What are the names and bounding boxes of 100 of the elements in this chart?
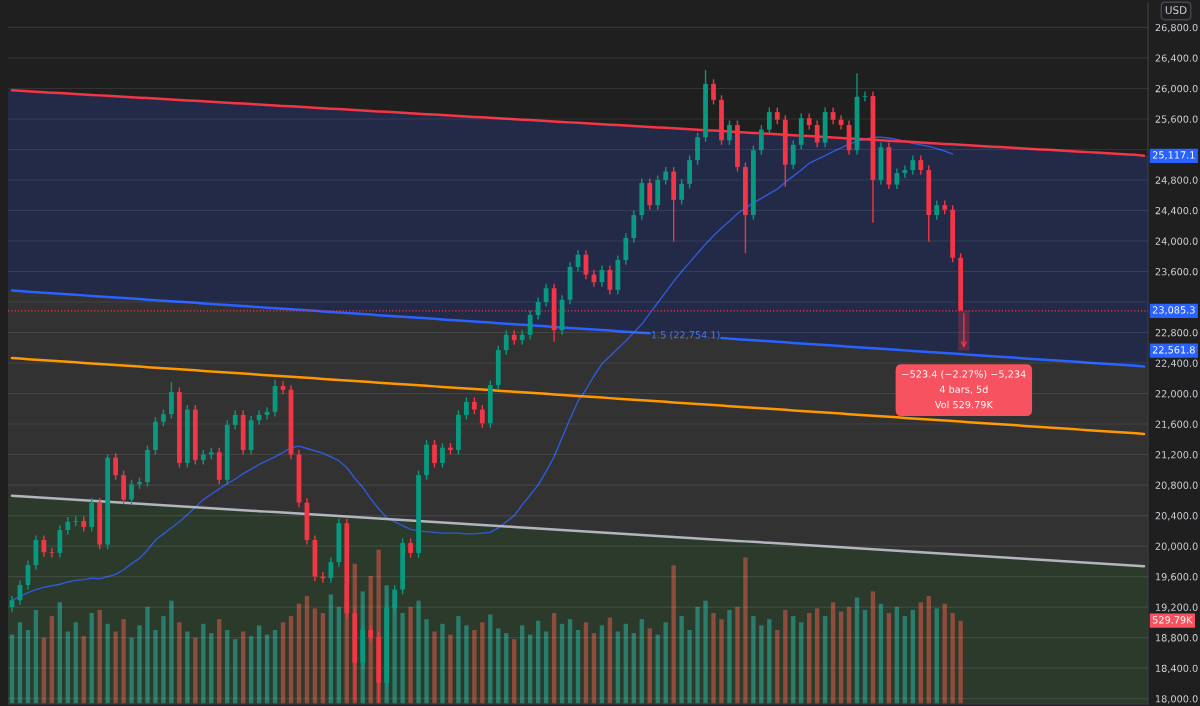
bar bbox=[137, 625, 142, 704]
bar bbox=[631, 633, 636, 704]
y-tick-label: 24,800.0 bbox=[1155, 176, 1198, 185]
text: 22,561.8 bbox=[1152, 346, 1195, 355]
bar bbox=[711, 613, 716, 704]
y-tick-label: 22,000.0 bbox=[1155, 390, 1198, 399]
bar bbox=[575, 629, 581, 704]
candlestick bbox=[918, 154, 924, 176]
bar bbox=[775, 629, 780, 704]
bar bbox=[121, 619, 126, 704]
bar bbox=[607, 617, 613, 704]
bar bbox=[886, 613, 892, 704]
bar bbox=[25, 629, 31, 704]
candlestick bbox=[392, 584, 398, 614]
annotation: 1.5 (22,754.1) bbox=[651, 330, 720, 340]
bar bbox=[448, 634, 453, 704]
bar bbox=[400, 613, 405, 704]
y-tick-label: 20,000.0 bbox=[1155, 542, 1198, 551]
y-tick-label: 25,600.0 bbox=[1155, 115, 1198, 124]
bar bbox=[599, 625, 605, 704]
bar bbox=[830, 602, 836, 704]
candlestick bbox=[727, 119, 732, 146]
y-tick-label: 23,600.0 bbox=[1155, 267, 1198, 277]
ref-line-label: 23,085.3 bbox=[1152, 306, 1195, 315]
bar bbox=[583, 622, 589, 704]
bar bbox=[535, 620, 541, 704]
bar bbox=[719, 619, 724, 704]
candlestick bbox=[256, 409, 262, 426]
bar bbox=[934, 608, 939, 704]
candlestick bbox=[687, 154, 692, 190]
candlestick bbox=[766, 106, 772, 135]
bar bbox=[105, 623, 110, 704]
y-tick-label: 20,800.0 bbox=[1155, 481, 1198, 490]
bar bbox=[320, 613, 326, 704]
bar bbox=[185, 631, 190, 704]
bar bbox=[703, 600, 708, 704]
bar bbox=[751, 616, 756, 704]
y-tick-label: 24,000.0 bbox=[1155, 237, 1198, 246]
bar bbox=[862, 609, 868, 704]
y-tick-label: 18,400.0 bbox=[1156, 664, 1198, 673]
y-tick-label: 20,400.0 bbox=[1155, 512, 1198, 521]
bar bbox=[97, 609, 102, 704]
bar bbox=[161, 616, 166, 704]
candlestick bbox=[232, 409, 238, 431]
bar bbox=[910, 609, 916, 704]
bar bbox=[567, 619, 573, 704]
bar bbox=[671, 565, 676, 704]
bar bbox=[129, 637, 134, 704]
bar bbox=[73, 622, 78, 704]
bar bbox=[639, 619, 644, 704]
bar bbox=[17, 622, 23, 704]
bar bbox=[153, 629, 158, 704]
line-series bbox=[10, 356, 1146, 436]
bar bbox=[870, 591, 876, 704]
candlestick bbox=[328, 556, 334, 584]
bar bbox=[416, 600, 421, 704]
annotation: −523.4 (−2.27%) −5,234 4 bars, 5d Vol 529.79K bbox=[902, 370, 1026, 409]
bar bbox=[950, 613, 955, 704]
candlestick bbox=[440, 442, 445, 469]
bar bbox=[767, 619, 772, 704]
bar bbox=[177, 622, 182, 704]
bar bbox=[814, 608, 820, 704]
bar bbox=[408, 606, 413, 704]
y-tick-label: 22,400.0 bbox=[1155, 359, 1198, 368]
y-tick-label: 26,000.0 bbox=[1155, 84, 1198, 94]
bar bbox=[663, 622, 668, 704]
candlestick bbox=[432, 439, 437, 469]
bar bbox=[328, 594, 334, 704]
bar bbox=[559, 623, 565, 704]
candlestick bbox=[129, 479, 134, 505]
candlestick bbox=[934, 199, 940, 221]
candlestick bbox=[910, 154, 916, 176]
data-label: 25,117.1 bbox=[1152, 151, 1195, 160]
candlestick bbox=[607, 264, 613, 296]
bar bbox=[33, 609, 39, 704]
candlestick bbox=[647, 177, 653, 211]
candlestick bbox=[814, 119, 820, 148]
bar bbox=[169, 600, 174, 704]
bar bbox=[193, 637, 198, 704]
bar bbox=[695, 606, 700, 704]
text: 529.79K bbox=[1152, 616, 1193, 624]
bar bbox=[799, 622, 804, 704]
bar bbox=[759, 625, 764, 704]
bar bbox=[57, 602, 63, 704]
bar bbox=[113, 631, 118, 704]
candlestick bbox=[758, 124, 764, 156]
bar bbox=[456, 616, 461, 704]
bar bbox=[783, 609, 788, 704]
y-tick-label: 19,600.0 bbox=[1156, 573, 1198, 582]
bar bbox=[488, 614, 493, 704]
candlestick bbox=[543, 283, 549, 308]
y-tick-label: 19,200.0 bbox=[1156, 603, 1198, 612]
candlestick bbox=[464, 396, 469, 421]
y-tick-label: 21,200.0 bbox=[1155, 451, 1198, 460]
bar bbox=[735, 606, 740, 704]
bar bbox=[942, 603, 947, 704]
bar bbox=[432, 631, 437, 704]
y-tick-label: 26,800.0 bbox=[1155, 23, 1198, 33]
bar bbox=[520, 625, 525, 704]
candlestick bbox=[631, 209, 637, 244]
